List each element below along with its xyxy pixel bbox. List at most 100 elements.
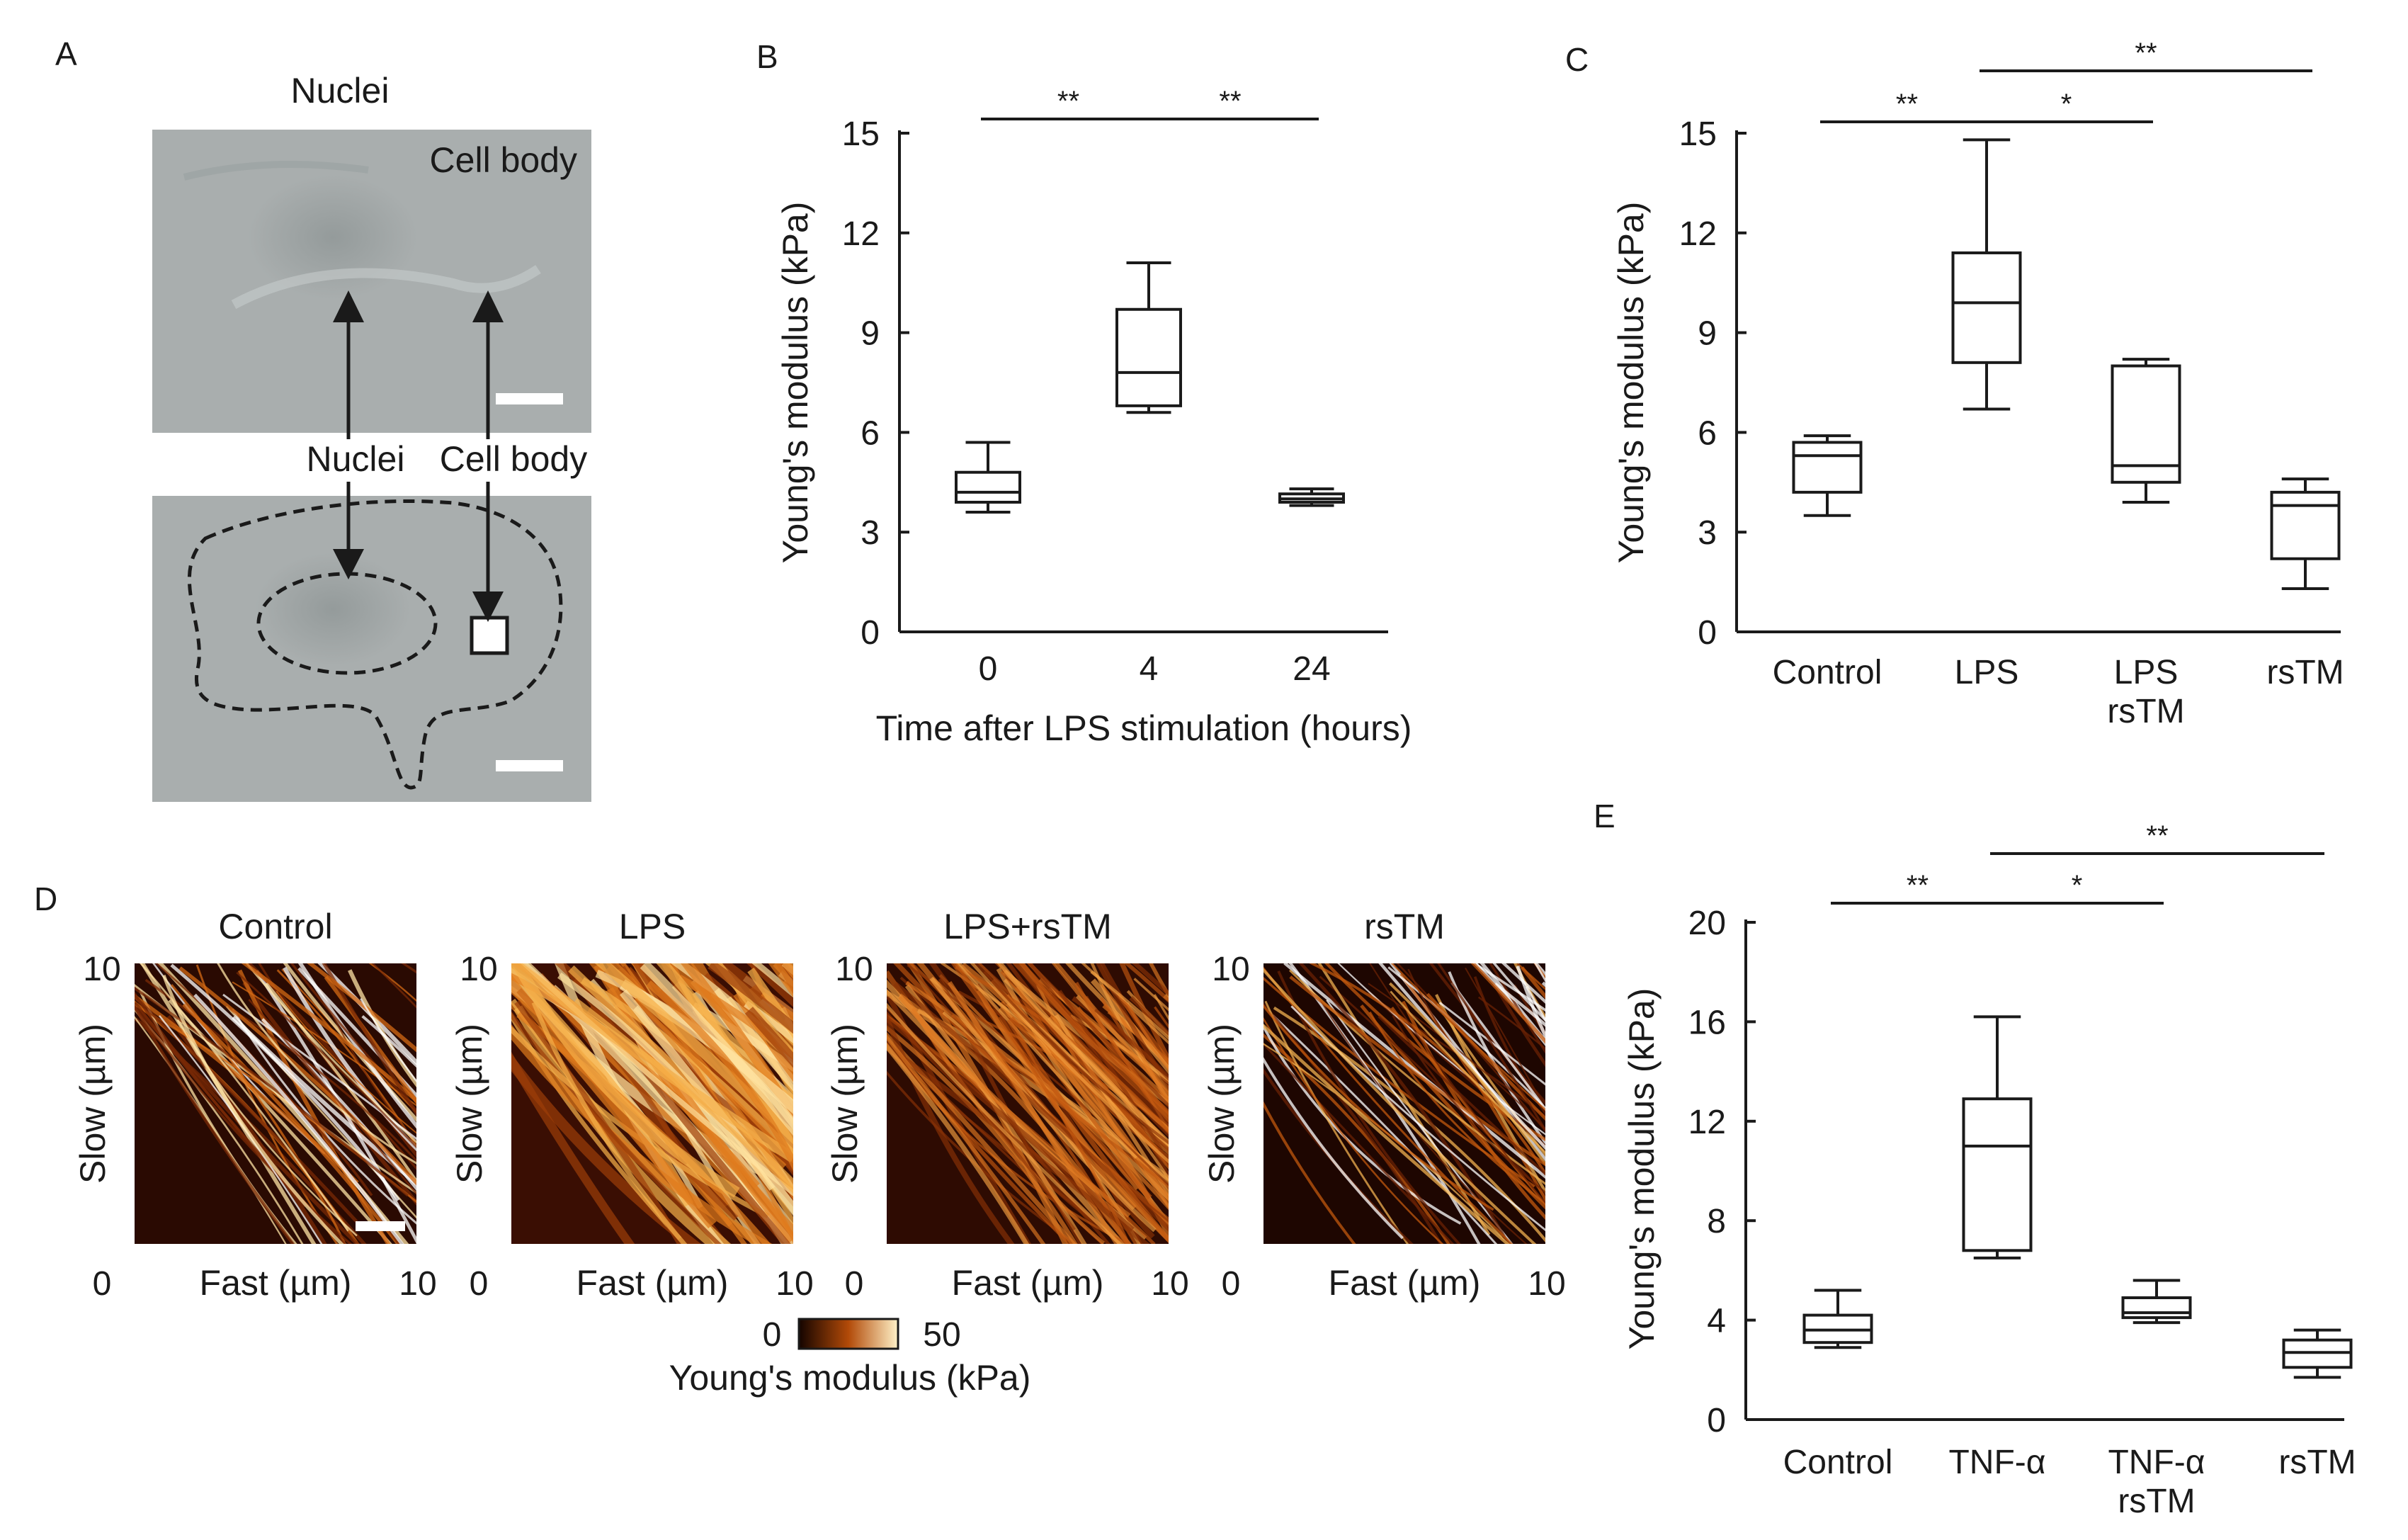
fiber bbox=[1390, 990, 1545, 1154]
y-tick-label: 6 bbox=[861, 414, 880, 452]
x-tick-label: rsTM bbox=[2266, 654, 2344, 691]
x-tick-label: rsTM bbox=[2278, 1444, 2356, 1481]
fiber bbox=[594, 963, 793, 1145]
fiber bbox=[898, 995, 1131, 1218]
fiber bbox=[1368, 983, 1545, 1130]
fiber bbox=[245, 963, 416, 1144]
map-x-end: 10 bbox=[776, 1265, 813, 1303]
x-tick-label: Control bbox=[1783, 1444, 1893, 1481]
significance-label: ** bbox=[2135, 38, 2157, 69]
fiber bbox=[1298, 963, 1511, 1244]
fiber bbox=[1115, 992, 1169, 1065]
x-tick-label: 4 bbox=[1140, 650, 1159, 688]
fiber bbox=[531, 1002, 688, 1244]
fiber bbox=[241, 963, 416, 1104]
fiber bbox=[161, 975, 344, 1244]
fiber bbox=[1392, 1014, 1545, 1194]
fiber bbox=[1493, 983, 1545, 1068]
fiber bbox=[1090, 970, 1169, 1041]
box-1 bbox=[1962, 1015, 2033, 1259]
significance-label: * bbox=[2072, 870, 2083, 901]
x-tick-label: rsTM bbox=[2107, 693, 2184, 730]
fiber bbox=[1074, 982, 1169, 1117]
fiber bbox=[929, 976, 1157, 1233]
scale-bar-top bbox=[496, 393, 563, 404]
panel-b-letter: B bbox=[756, 38, 778, 75]
box-iqr bbox=[2270, 490, 2341, 560]
chart-e: 0 4 8 12 16 20 Young's modulus (kPa) Control TNF… bbox=[1622, 820, 2356, 1520]
box-2 bbox=[2121, 1279, 2192, 1325]
fiber bbox=[1263, 968, 1537, 1244]
map-y-label: Slow (µm) bbox=[73, 1024, 113, 1184]
chart-b: 0 3 6 9 12 15 Young's modulus (kPa) Time after … bbox=[776, 86, 1412, 748]
y-tick-label: 12 bbox=[1688, 1104, 1726, 1141]
fiber bbox=[906, 963, 1169, 1223]
fiber bbox=[193, 993, 404, 1244]
y-tick-label: 4 bbox=[1707, 1303, 1726, 1340]
map-x-end: 10 bbox=[399, 1265, 436, 1303]
fiber bbox=[361, 1014, 416, 1068]
fiber bbox=[1391, 1007, 1545, 1206]
box-0 bbox=[1802, 1289, 1873, 1349]
fiber bbox=[1057, 990, 1169, 1167]
y-tick-label: 6 bbox=[1698, 414, 1717, 452]
map-y-label: Slow (µm) bbox=[825, 1024, 865, 1184]
fiber bbox=[1091, 978, 1169, 1075]
x-tick-label: 24 bbox=[1293, 650, 1330, 688]
fiber bbox=[360, 998, 416, 1083]
fiber bbox=[135, 994, 358, 1223]
colorbar-max: 50 bbox=[923, 1316, 960, 1354]
box-iqr bbox=[1962, 1097, 2033, 1252]
fiber bbox=[1436, 1003, 1545, 1157]
fiber bbox=[511, 1053, 702, 1244]
fiber bbox=[290, 963, 416, 1112]
fiber bbox=[646, 980, 793, 1171]
map-x-label: Fast (µm) bbox=[577, 1263, 729, 1303]
fiber bbox=[1368, 1011, 1545, 1205]
fiber bbox=[1123, 963, 1169, 1003]
fiber bbox=[229, 1007, 416, 1162]
fiber bbox=[1006, 1019, 1169, 1244]
fiber bbox=[671, 963, 793, 1066]
map-0: Control Slow (µm) 10 0 Fast (µm) 10 bbox=[73, 907, 437, 1303]
fiber bbox=[157, 963, 409, 1244]
fiber bbox=[904, 984, 1087, 1244]
cell-body-label-mid: Cell body bbox=[440, 439, 587, 479]
fiber bbox=[911, 1007, 1106, 1244]
box-1 bbox=[1951, 138, 2022, 411]
fiber bbox=[1435, 994, 1545, 1194]
fiber bbox=[135, 1003, 295, 1244]
colorbar-min: 0 bbox=[763, 1316, 782, 1354]
x-tick-label: rsTM bbox=[2118, 1483, 2195, 1520]
fiber bbox=[572, 977, 791, 1244]
fiber bbox=[887, 1034, 1046, 1244]
significance-label: * bbox=[2061, 89, 2072, 120]
colorbar-label: Young's modulus (kPa) bbox=[669, 1358, 1031, 1398]
fiber bbox=[887, 1011, 1015, 1244]
map-1: LPS Slow (µm) 10 0 Fast (µm) 10 bbox=[450, 907, 814, 1303]
fiber bbox=[733, 990, 793, 1082]
arrows bbox=[333, 290, 504, 622]
fiber bbox=[751, 963, 793, 998]
box-1 bbox=[1115, 261, 1182, 414]
y-axis-label: Young's modulus (kPa) bbox=[1611, 202, 1651, 564]
y-tick-label: 15 bbox=[842, 115, 880, 153]
fiber bbox=[1263, 1004, 1494, 1211]
fiber bbox=[1027, 1017, 1169, 1182]
fiber bbox=[1053, 963, 1169, 1099]
y-tick-label: 0 bbox=[1707, 1402, 1726, 1439]
map-x-label: Fast (µm) bbox=[200, 1263, 352, 1303]
map-y-top: 10 bbox=[835, 951, 873, 988]
box-2 bbox=[1278, 487, 1345, 507]
fiber bbox=[1018, 963, 1169, 1120]
fiber bbox=[1513, 984, 1545, 1036]
fiber bbox=[1027, 963, 1169, 1109]
chart-c: 0 3 6 9 12 15 Young's modulus (kPa) Control LPS L… bbox=[1611, 38, 2344, 730]
box-iqr bbox=[1792, 441, 1863, 494]
fiber bbox=[217, 963, 416, 1165]
x-tick-label: TNF-α bbox=[1948, 1444, 2045, 1481]
fiber bbox=[1369, 963, 1545, 1204]
fiber bbox=[159, 1015, 323, 1244]
fiber bbox=[1264, 1000, 1409, 1244]
fiber bbox=[511, 963, 740, 1198]
